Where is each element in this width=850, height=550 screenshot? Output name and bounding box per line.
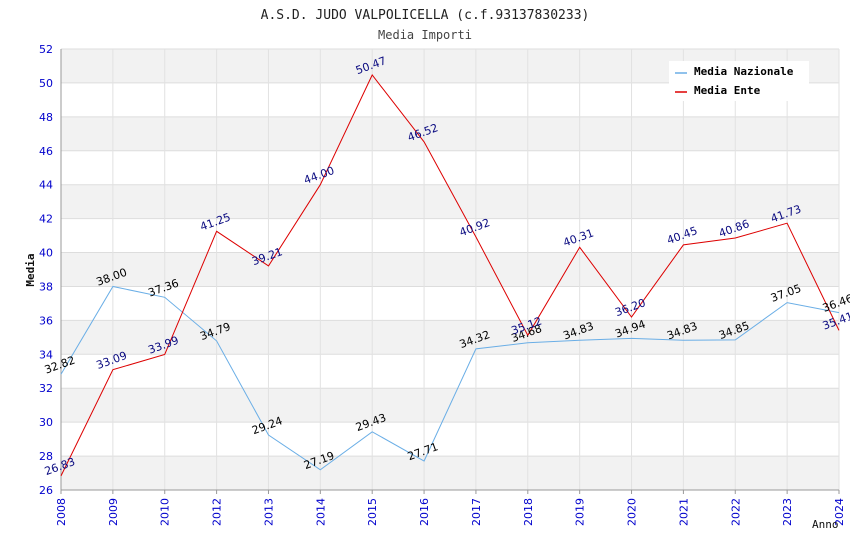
y-tick-label: 28 — [39, 450, 53, 463]
grid-bands — [61, 49, 839, 490]
x-tick-label: 2015 — [366, 498, 379, 526]
x-tick-label: 2020 — [626, 498, 639, 526]
series-line-media-ente — [60, 74, 840, 477]
x-tick-label: 2012 — [211, 498, 224, 526]
x-tick-label: 2014 — [314, 498, 327, 526]
y-tick-label: 34 — [39, 348, 53, 361]
legend-label-media-nazionale: Media Nazionale — [694, 65, 794, 78]
y-tick-label: 26 — [39, 484, 53, 497]
y-tick-label: 30 — [39, 416, 53, 429]
y-axis-label: Media — [24, 253, 37, 286]
grid-band — [61, 456, 839, 490]
y-tick-label: 40 — [39, 247, 53, 260]
series-lines — [60, 74, 840, 477]
grid-band — [61, 116, 839, 151]
axes — [60, 49, 840, 494]
x-tick-label: 2021 — [677, 498, 690, 526]
y-tick-label: 50 — [39, 77, 53, 90]
chart-title: A.S.D. JUDO VALPOLICELLA (c.f.9313783023… — [261, 8, 590, 23]
x-tick-label: 2008 — [55, 498, 68, 526]
legend: Media Nazionale Media Ente — [669, 61, 809, 101]
data-label-media-ente: 44.00 — [302, 164, 336, 187]
legend-box — [669, 61, 809, 101]
y-tick-label: 52 — [39, 43, 53, 56]
x-tick-label: 2016 — [418, 498, 431, 526]
grid-band — [61, 320, 839, 355]
x-tick-label: 2024 — [833, 498, 846, 526]
data-label-media-ente: 40.86 — [717, 217, 751, 240]
y-tick-label: 32 — [39, 382, 53, 395]
y-tick-labels: 26 28 30 32 34 36 38 40 42 44 46 48 50 52 — [39, 43, 53, 497]
chart-subtitle: Media Importi — [378, 28, 472, 42]
x-tick-label: 2010 — [159, 498, 172, 526]
y-tick-label: 42 — [39, 213, 53, 226]
y-tick-label: 46 — [39, 145, 53, 158]
x-tick-label: 2022 — [729, 498, 742, 526]
x-tick-label: 2019 — [574, 498, 587, 526]
y-tick-label: 44 — [39, 179, 53, 192]
y-tick-label: 48 — [39, 111, 53, 124]
gridlines — [60, 48, 840, 491]
x-tick-label: 2018 — [522, 498, 535, 526]
x-tick-label: 2023 — [781, 498, 794, 526]
x-tick-labels: 2008 2009 2010 2012 2013 2014 2015 2016 2017 2018… — [55, 498, 846, 526]
grid-band — [61, 252, 839, 287]
y-tick-label: 36 — [39, 314, 53, 327]
y-tick-label: 38 — [39, 280, 53, 293]
x-tick-label: 2013 — [262, 498, 275, 526]
data-label-media-ente: 40.31 — [561, 226, 595, 249]
x-axis-label: Anno — [812, 518, 839, 531]
x-tick-label: 2009 — [107, 498, 120, 526]
series-line-media-nazionale — [60, 285, 840, 471]
legend-label-media-ente: Media Ente — [694, 84, 761, 97]
x-tick-label: 2017 — [470, 498, 483, 526]
